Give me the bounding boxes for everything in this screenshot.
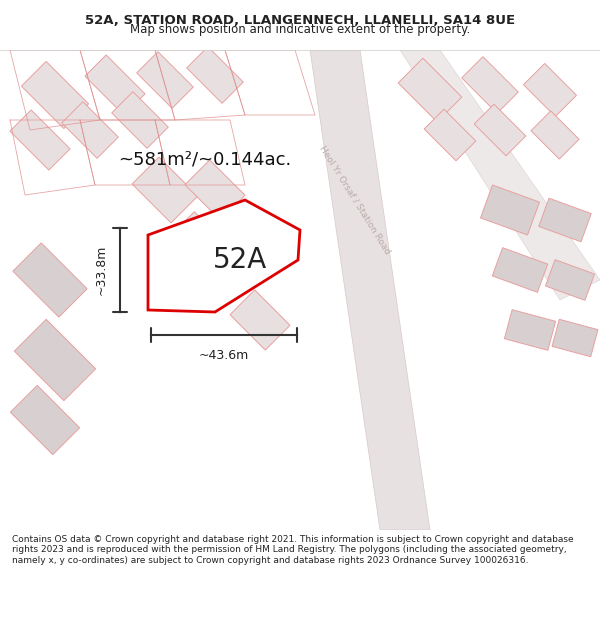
Polygon shape bbox=[474, 104, 526, 156]
Polygon shape bbox=[85, 55, 145, 115]
Polygon shape bbox=[552, 319, 598, 357]
Polygon shape bbox=[531, 111, 579, 159]
Polygon shape bbox=[398, 58, 462, 122]
Text: Contains OS data © Crown copyright and database right 2021. This information is : Contains OS data © Crown copyright and d… bbox=[12, 535, 574, 564]
Polygon shape bbox=[523, 64, 577, 116]
Polygon shape bbox=[62, 102, 118, 158]
Polygon shape bbox=[185, 160, 245, 220]
Polygon shape bbox=[539, 198, 591, 242]
Polygon shape bbox=[462, 57, 518, 113]
Polygon shape bbox=[187, 47, 243, 103]
Polygon shape bbox=[22, 61, 89, 129]
Polygon shape bbox=[310, 50, 430, 530]
Polygon shape bbox=[230, 290, 290, 350]
Polygon shape bbox=[424, 109, 476, 161]
Polygon shape bbox=[493, 248, 548, 292]
Polygon shape bbox=[112, 92, 168, 148]
Polygon shape bbox=[505, 310, 556, 350]
Polygon shape bbox=[545, 259, 595, 301]
Polygon shape bbox=[137, 52, 193, 108]
Polygon shape bbox=[10, 110, 70, 170]
Polygon shape bbox=[148, 200, 300, 312]
Polygon shape bbox=[13, 243, 87, 317]
Text: 52A, STATION ROAD, LLANGENNECH, LLANELLI, SA14 8UE: 52A, STATION ROAD, LLANGENNECH, LLANELLI… bbox=[85, 14, 515, 27]
Polygon shape bbox=[10, 386, 80, 454]
Polygon shape bbox=[132, 157, 198, 223]
Text: 52A: 52A bbox=[213, 246, 267, 274]
Polygon shape bbox=[400, 50, 600, 300]
Polygon shape bbox=[14, 319, 95, 401]
Text: ~581m²/~0.144ac.: ~581m²/~0.144ac. bbox=[118, 151, 292, 169]
Text: Heol Yr Orsaf / Station Road: Heol Yr Orsaf / Station Road bbox=[318, 144, 392, 256]
Text: ~33.8m: ~33.8m bbox=[95, 245, 108, 295]
Polygon shape bbox=[228, 208, 282, 262]
Polygon shape bbox=[172, 212, 228, 268]
Text: Map shows position and indicative extent of the property.: Map shows position and indicative extent… bbox=[130, 23, 470, 36]
Polygon shape bbox=[481, 185, 539, 235]
Text: ~43.6m: ~43.6m bbox=[199, 349, 249, 362]
